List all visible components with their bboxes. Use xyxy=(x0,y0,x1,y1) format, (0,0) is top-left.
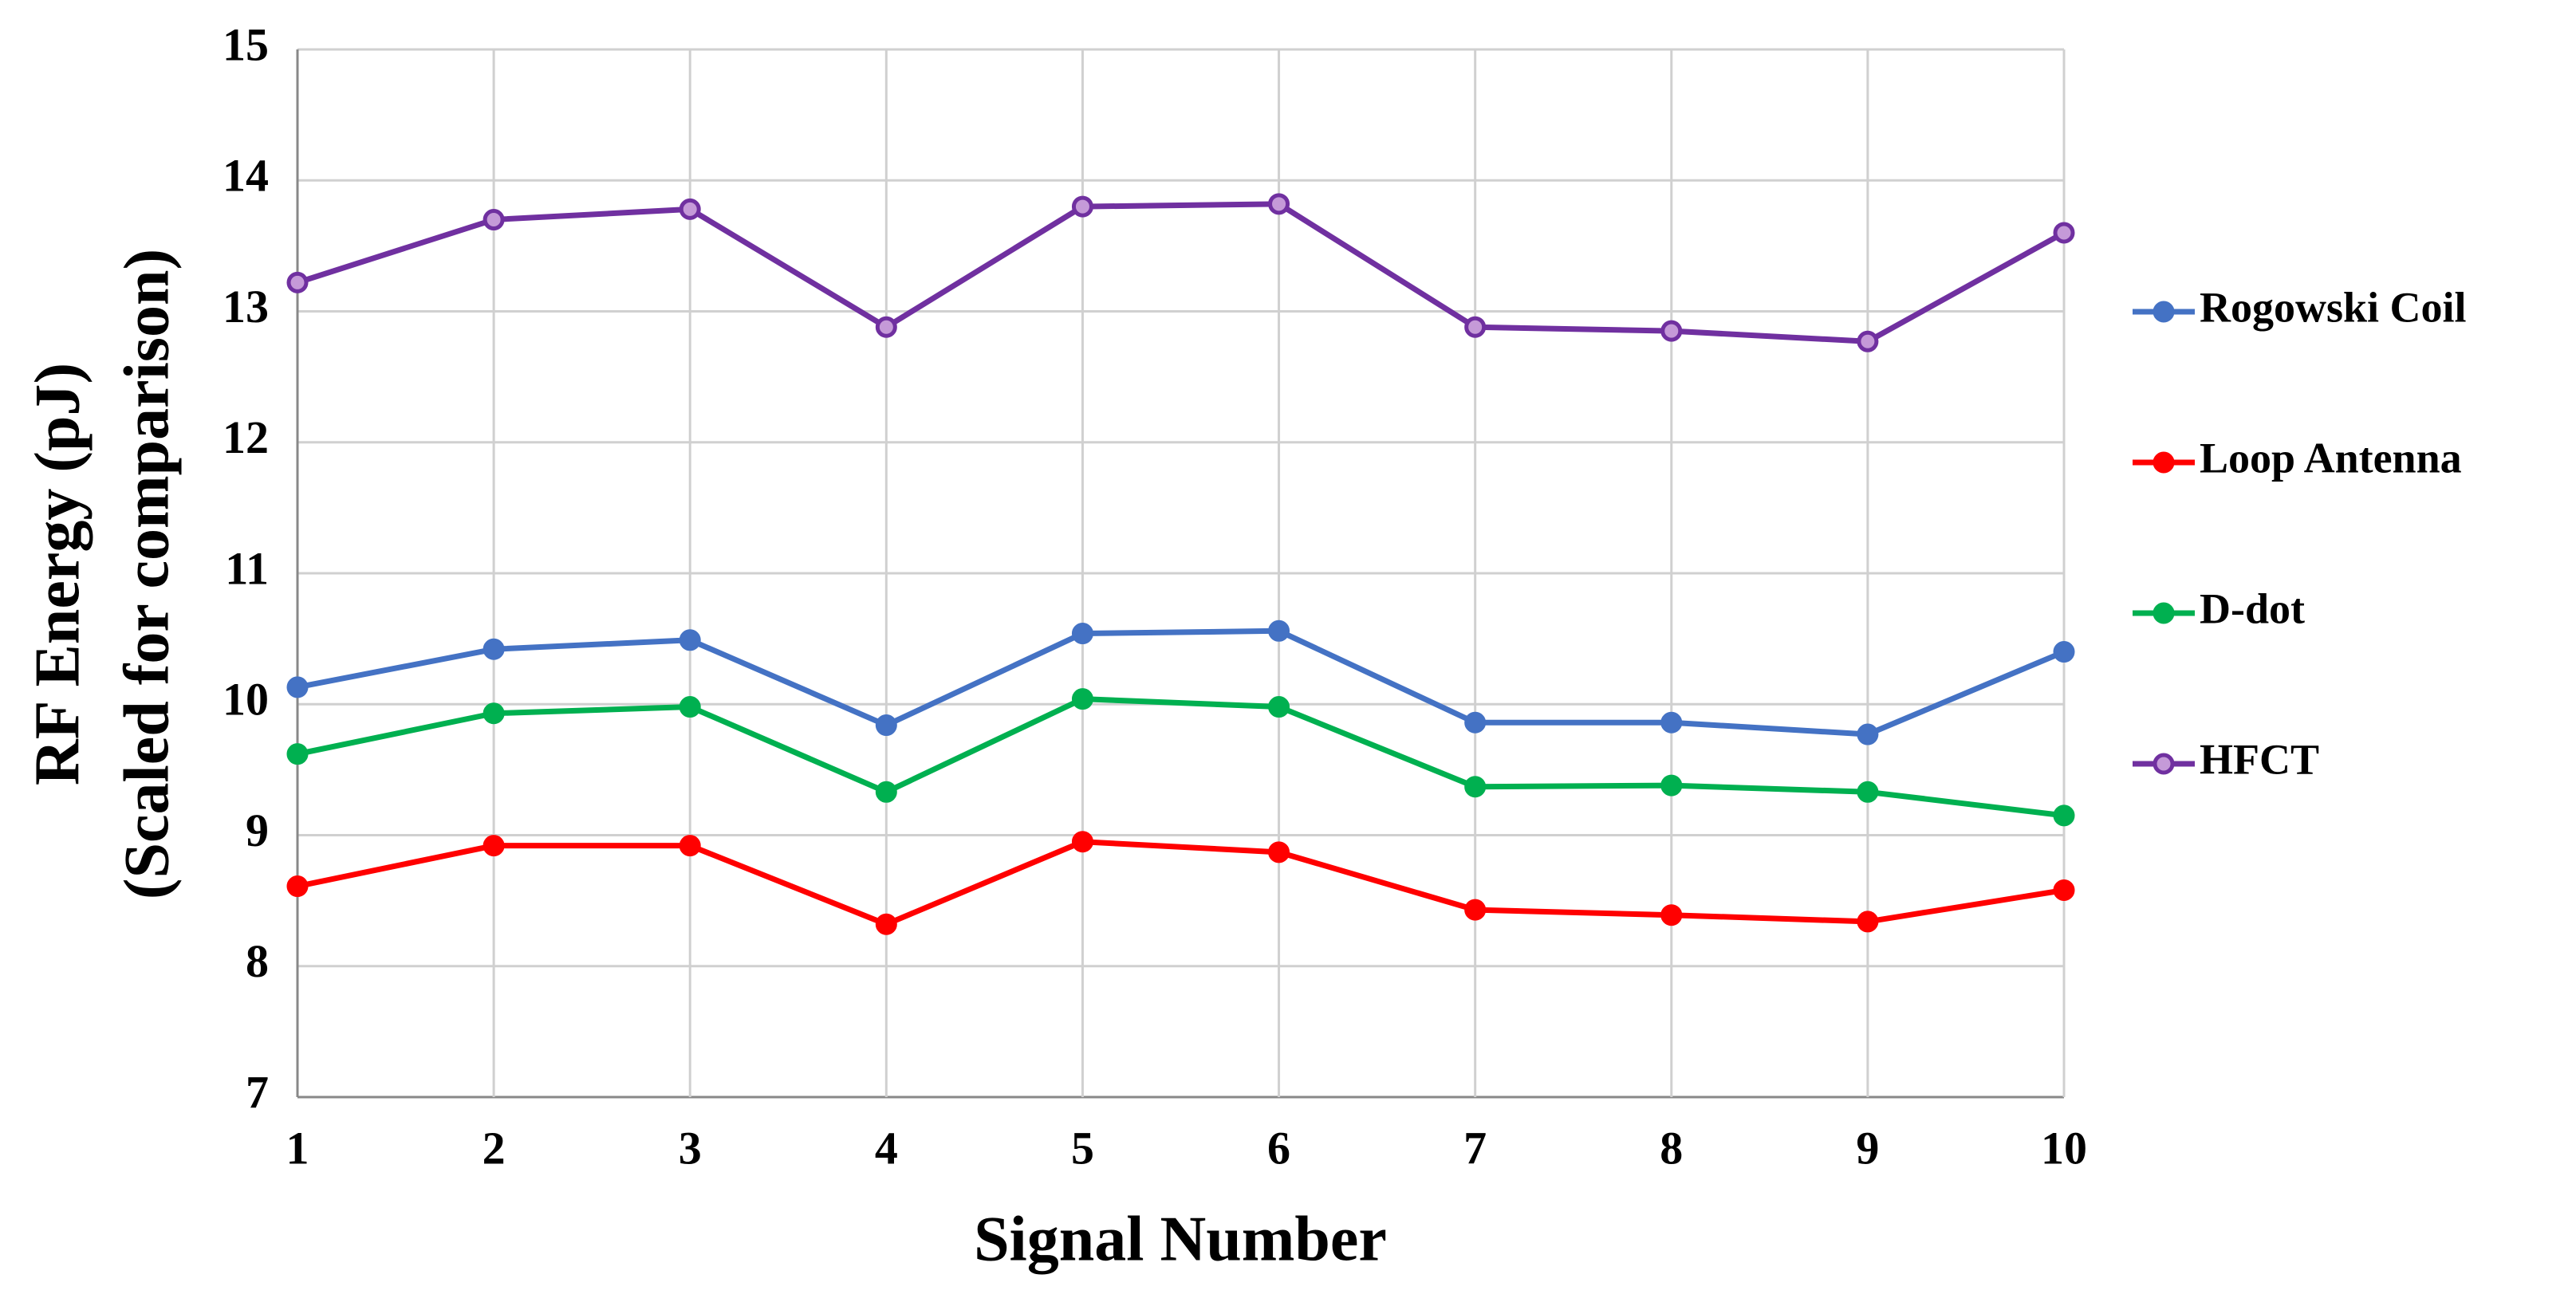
x-tick-label: 1 xyxy=(286,1122,309,1174)
y-tick-label: 7 xyxy=(246,1066,269,1118)
data-point xyxy=(1071,623,1093,645)
data-point xyxy=(679,198,701,220)
data-point xyxy=(1464,316,1487,338)
data-point xyxy=(679,835,701,857)
x-tick-label: 3 xyxy=(679,1122,702,1174)
data-point xyxy=(1857,330,1879,352)
data-point xyxy=(483,638,505,660)
data-point xyxy=(286,271,309,293)
data-point xyxy=(1464,899,1487,921)
data-point xyxy=(1660,320,1683,342)
legend-marker xyxy=(2153,753,2175,775)
data-point xyxy=(483,209,505,231)
x-tick-label: 10 xyxy=(2041,1122,2087,1174)
data-point xyxy=(1857,911,1879,933)
y-axis-title-line: RF Energy (pJ) xyxy=(22,363,93,785)
data-point xyxy=(875,913,897,935)
data-point xyxy=(1660,904,1683,926)
x-tick-label: 9 xyxy=(1856,1122,1879,1174)
data-point xyxy=(286,676,309,698)
data-point xyxy=(1857,723,1879,745)
y-tick-label: 10 xyxy=(223,674,269,726)
data-point xyxy=(875,714,897,737)
data-point xyxy=(1857,781,1879,803)
data-point xyxy=(875,316,897,338)
y-tick-label: 12 xyxy=(223,411,269,463)
data-point xyxy=(286,875,309,898)
data-point xyxy=(2053,641,2075,663)
legend-label: Loop Antenna xyxy=(2200,434,2462,482)
data-point xyxy=(2053,222,2075,244)
series-line xyxy=(297,696,2065,819)
data-point xyxy=(483,702,505,725)
legend-label: Rogowski Coil xyxy=(2200,283,2467,331)
y-tick-label: 8 xyxy=(246,935,269,987)
data-point xyxy=(1071,195,1093,218)
data-point xyxy=(1071,831,1093,853)
data-point xyxy=(875,781,897,803)
y-tick-label: 9 xyxy=(246,804,269,856)
data-point xyxy=(1660,774,1683,797)
series-line xyxy=(296,201,2066,344)
series-line xyxy=(297,839,2065,927)
data-point xyxy=(1660,711,1683,734)
data-point xyxy=(286,743,309,765)
data-point xyxy=(1268,620,1290,642)
data-point xyxy=(679,629,701,651)
legend-marker xyxy=(2153,602,2175,624)
data-point xyxy=(483,835,505,857)
y-tick-label: 11 xyxy=(225,542,269,594)
legend-label: HFCT xyxy=(2200,735,2319,783)
data-point xyxy=(1268,696,1290,718)
y-axis-title-line: (Scaled for comparison) xyxy=(112,249,182,899)
x-tick-label: 4 xyxy=(875,1122,898,1174)
data-point xyxy=(1464,711,1487,734)
data-point xyxy=(679,696,701,718)
data-point xyxy=(1071,688,1093,710)
data-point xyxy=(2053,804,2075,827)
data-point xyxy=(1268,841,1290,863)
legend-marker xyxy=(2153,451,2175,474)
y-tick-label: 13 xyxy=(223,281,269,332)
x-tick-label: 8 xyxy=(1660,1122,1683,1174)
legend-marker xyxy=(2153,301,2175,323)
series-line xyxy=(297,627,2066,738)
y-tick-label: 15 xyxy=(223,18,269,70)
x-tick-label: 7 xyxy=(1463,1122,1487,1174)
data-point xyxy=(1464,776,1487,798)
x-axis-title: Signal Number xyxy=(974,1204,1387,1274)
x-tick-label: 6 xyxy=(1267,1122,1290,1174)
x-tick-label: 2 xyxy=(483,1122,506,1174)
data-point xyxy=(2053,879,2075,901)
y-tick-label: 14 xyxy=(223,150,269,202)
legend-label: D-dot xyxy=(2200,584,2305,632)
x-tick-label: 5 xyxy=(1071,1122,1094,1174)
data-point xyxy=(1268,193,1290,215)
y-axis-title: RF Energy (pJ) (Scaled for comparison) xyxy=(22,249,182,899)
